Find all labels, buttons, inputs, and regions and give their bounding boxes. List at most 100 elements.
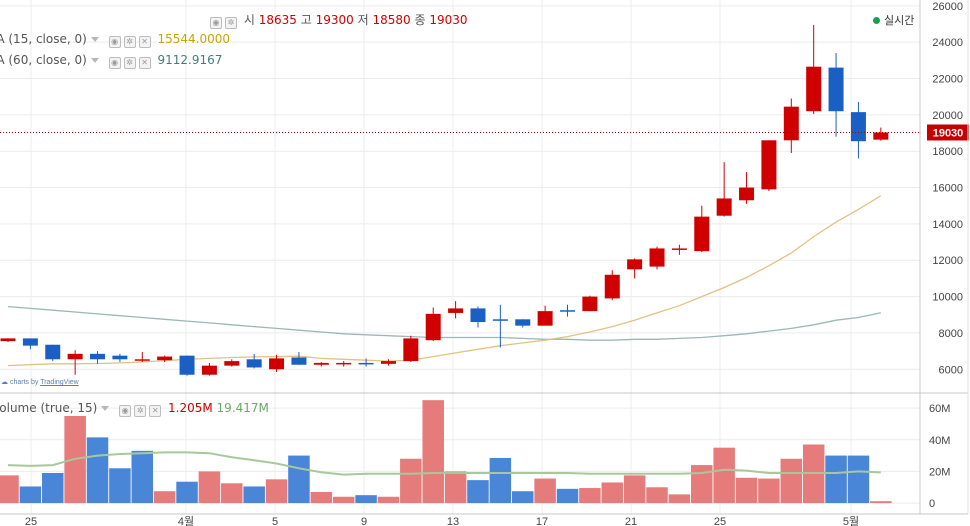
candle-body[interactable]: [627, 259, 643, 270]
candle-body[interactable]: [850, 112, 866, 142]
volume-bar[interactable]: [444, 471, 467, 504]
candle-body[interactable]: [0, 338, 16, 342]
volume-bar[interactable]: [153, 491, 176, 504]
volume-bar[interactable]: [198, 471, 221, 504]
volume-bar[interactable]: [825, 455, 847, 504]
volume-bar[interactable]: [176, 481, 198, 504]
volume-bar[interactable]: [131, 450, 154, 504]
candle-body[interactable]: [45, 344, 61, 360]
volume-bar[interactable]: [288, 455, 310, 504]
volume-bar[interactable]: [265, 479, 288, 504]
candle-body[interactable]: [67, 353, 83, 360]
candle-body[interactable]: [739, 187, 755, 201]
realtime-label: 실시간: [884, 14, 915, 27]
volume-bar[interactable]: [310, 492, 333, 504]
candle-body[interactable]: [246, 359, 262, 368]
close-icon[interactable]: ✕: [138, 36, 151, 48]
candle-body[interactable]: [783, 106, 799, 141]
volume-bar[interactable]: [601, 482, 624, 504]
close-icon[interactable]: ✕: [138, 57, 151, 69]
volume-bar[interactable]: [221, 483, 243, 504]
candle-body[interactable]: [515, 319, 531, 326]
eye-icon[interactable]: ◉: [210, 17, 222, 29]
eye-icon[interactable]: ◉: [108, 36, 121, 48]
candle-body[interactable]: [806, 66, 822, 112]
volume-bar[interactable]: [0, 475, 19, 504]
candle-body[interactable]: [90, 353, 106, 360]
volume-bar[interactable]: [511, 491, 534, 504]
volume-bar[interactable]: [355, 495, 377, 504]
last-price-badge: [927, 124, 969, 141]
candle-body[interactable]: [694, 216, 710, 252]
candle-body[interactable]: [179, 355, 195, 375]
volume-bar[interactable]: [422, 400, 444, 504]
volume-bar[interactable]: [623, 475, 646, 504]
volume-ma-layer: [7, 451, 881, 476]
volume-bar[interactable]: [735, 477, 758, 504]
volume-bar[interactable]: [713, 447, 735, 504]
candle-body[interactable]: [604, 274, 620, 299]
candle-body[interactable]: [560, 310, 575, 312]
volume-bar[interactable]: [870, 501, 892, 504]
candle-body[interactable]: [582, 296, 598, 312]
candle-body[interactable]: [112, 355, 128, 360]
chevron-down-icon[interactable]: [101, 406, 110, 411]
candle-body[interactable]: [134, 359, 150, 361]
candle-body[interactable]: [336, 362, 352, 365]
volume-bar[interactable]: [19, 486, 42, 504]
volume-bar[interactable]: [780, 458, 803, 504]
gear-icon[interactable]: ✲: [225, 17, 237, 29]
candle-body[interactable]: [492, 319, 508, 321]
volume-bar[interactable]: [646, 487, 668, 504]
open-value: 18635: [258, 13, 297, 27]
gear-icon[interactable]: ✲: [123, 57, 136, 69]
close-icon[interactable]: ✕: [149, 405, 162, 417]
chevron-down-icon[interactable]: [90, 58, 99, 63]
candle-body[interactable]: [22, 338, 38, 346]
volume-bar[interactable]: [691, 465, 713, 504]
candle-body[interactable]: [291, 357, 307, 365]
volume-bar[interactable]: [86, 437, 109, 504]
candle-body[interactable]: [224, 361, 240, 366]
candle-body[interactable]: [448, 308, 464, 313]
candle-body[interactable]: [761, 140, 777, 190]
candle-body[interactable]: [358, 362, 374, 365]
candle-body[interactable]: [157, 356, 173, 361]
candle-body[interactable]: [873, 132, 889, 140]
volume-bar[interactable]: [332, 496, 355, 504]
candle-body[interactable]: [403, 338, 419, 362]
candle-body[interactable]: [470, 308, 486, 323]
volume-bar[interactable]: [243, 486, 265, 504]
volume-bar[interactable]: [42, 473, 64, 504]
gear-icon[interactable]: ✲: [134, 405, 147, 417]
candle-body[interactable]: [201, 365, 217, 375]
eye-icon[interactable]: ◉: [119, 405, 132, 417]
candle-body[interactable]: [671, 248, 687, 250]
volume-bar[interactable]: [556, 488, 579, 504]
candle-body[interactable]: [269, 358, 285, 370]
volume-bar[interactable]: [109, 468, 131, 504]
candle-body[interactable]: [716, 198, 732, 216]
candle-body[interactable]: [649, 248, 665, 267]
tradingview-watermark[interactable]: ☁ charts by TradingView: [1, 378, 79, 386]
volume-bar[interactable]: [489, 457, 512, 504]
candle-body[interactable]: [313, 362, 329, 365]
eye-icon[interactable]: ◉: [108, 57, 121, 69]
volume-bar[interactable]: [758, 478, 780, 504]
candle-body[interactable]: [537, 311, 553, 326]
gear-icon[interactable]: ✲: [123, 36, 136, 48]
chevron-down-icon[interactable]: [90, 37, 99, 42]
volume-bar[interactable]: [467, 480, 489, 504]
candle-body[interactable]: [828, 67, 844, 112]
volume-bar[interactable]: [668, 494, 691, 504]
watermark-prefix: charts by: [9, 379, 39, 386]
volume-bar[interactable]: [400, 458, 422, 504]
volume-bar[interactable]: [534, 478, 556, 504]
candle-body[interactable]: [425, 313, 441, 341]
time-tick-label: 4월: [178, 515, 194, 526]
volume-bar[interactable]: [377, 496, 400, 504]
volume-bar[interactable]: [847, 455, 870, 504]
candle-body[interactable]: [380, 361, 396, 364]
volume-bar[interactable]: [579, 488, 601, 504]
